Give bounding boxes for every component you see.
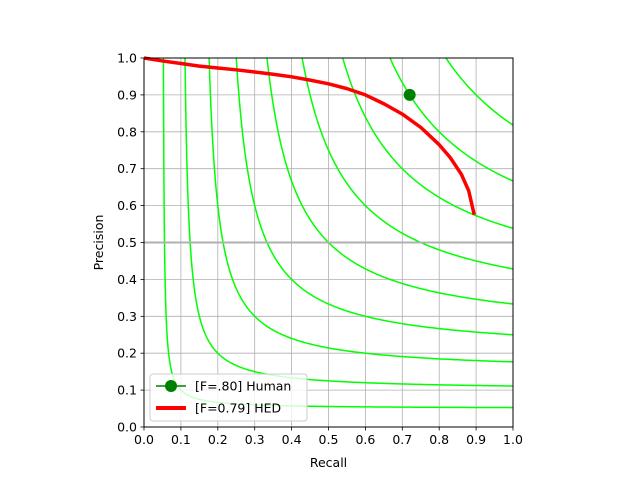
y-tick-label: 0.7 [117, 161, 137, 176]
x-tick-label: 0.1 [171, 432, 191, 447]
legend-marker-human [165, 380, 177, 392]
x-tick-label: 0.7 [392, 432, 412, 447]
y-tick-label: 0.3 [117, 309, 137, 324]
series-layer [143, 56, 476, 216]
legend: [F=.80] Human [F=0.79] HED [149, 373, 308, 422]
legend-label-human: [F=.80] Human [195, 379, 291, 394]
iso-f-curve [301, 58, 513, 270]
x-tick-label: 0.6 [355, 432, 375, 447]
y-tick-label: 0.9 [117, 87, 137, 102]
y-tick-label: 1.0 [117, 51, 137, 66]
iso-f-curve [341, 58, 513, 230]
hed-curve [143, 56, 476, 216]
ticks: 0.0 0.1 0.2 0.3 0.4 0.5 0.6 0.7 0.8 0.9 1.0 0.0 0.1 0… [117, 51, 523, 448]
y-tick-label: 0.8 [117, 124, 137, 139]
x-tick-label: 0.0 [134, 432, 154, 447]
y-tick-label: 0.2 [117, 346, 137, 361]
y-tick-label: 0.5 [117, 235, 137, 250]
x-tick-label: 0.3 [245, 432, 265, 447]
y-tick-label: 0.1 [117, 383, 137, 398]
x-tick-label: 0.2 [208, 432, 228, 447]
y-tick-label: 0.6 [117, 198, 137, 213]
iso-f-curve [389, 58, 513, 182]
y-tick-label: 0.0 [117, 420, 137, 435]
y-axis-label: Precision [91, 215, 106, 271]
x-tick-label: 0.9 [466, 432, 486, 447]
x-axis-label: Recall [310, 455, 347, 470]
x-tick-label: 0.4 [282, 432, 302, 447]
iso-f-curve [266, 58, 513, 305]
human-point [403, 88, 416, 101]
legend-label-hed: [F=0.79] HED [195, 401, 281, 416]
y-tick-label: 0.4 [117, 272, 137, 287]
iso-f-curve [235, 58, 513, 336]
iso-f-curve [208, 58, 513, 363]
x-tick-label: 0.8 [429, 432, 449, 447]
x-tick-label: 0.5 [319, 432, 339, 447]
legend-box [149, 373, 308, 422]
iso-f-curve [445, 58, 513, 126]
x-tick-label: 1.0 [503, 432, 523, 447]
